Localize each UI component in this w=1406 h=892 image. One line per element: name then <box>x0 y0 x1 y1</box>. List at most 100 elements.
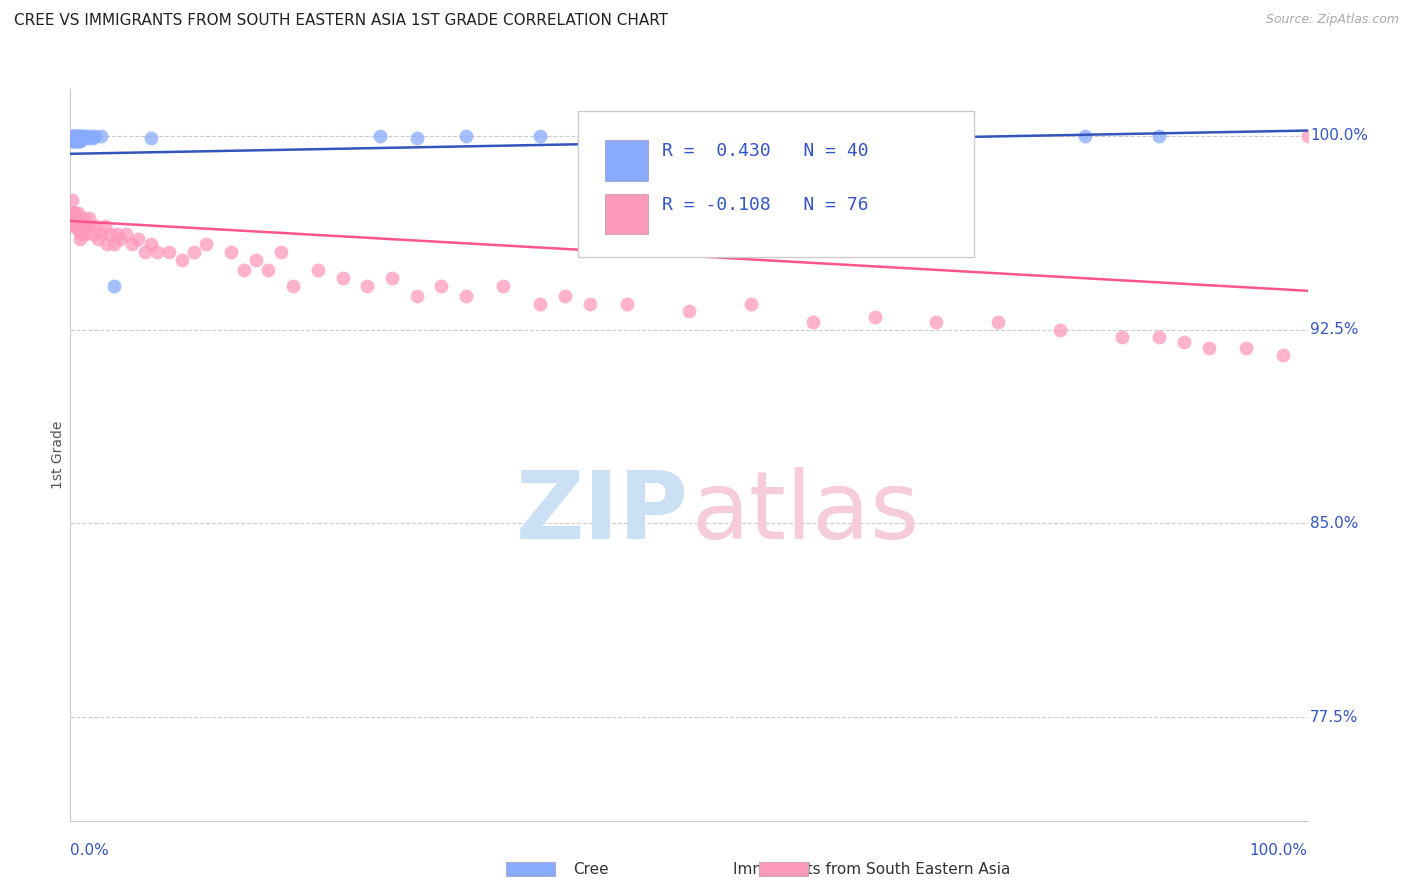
Point <box>65 211 87 226</box>
Point <box>529 296 551 310</box>
Point <box>430 278 453 293</box>
Point <box>72 131 94 145</box>
Point <box>257 263 280 277</box>
Text: R = -0.108   N = 76: R = -0.108 N = 76 <box>662 196 869 214</box>
Point <box>66 219 89 234</box>
FancyBboxPatch shape <box>605 194 648 234</box>
Point <box>529 128 551 143</box>
Point <box>245 252 267 267</box>
Point <box>82 131 104 145</box>
Text: 77.5%: 77.5% <box>1310 710 1358 725</box>
Point <box>381 271 404 285</box>
Point <box>90 227 112 241</box>
Point <box>60 194 83 208</box>
Point <box>82 227 104 241</box>
Text: CREE VS IMMIGRANTS FROM SOUTH EASTERN ASIA 1ST GRADE CORRELATION CHART: CREE VS IMMIGRANTS FROM SOUTH EASTERN AS… <box>14 13 668 29</box>
Point <box>67 224 90 238</box>
Point <box>1271 348 1294 362</box>
Point <box>75 128 97 143</box>
Point <box>62 128 84 143</box>
Text: 100.0%: 100.0% <box>1310 128 1368 144</box>
Point <box>801 128 824 143</box>
Point <box>146 245 169 260</box>
Point <box>356 278 378 293</box>
FancyBboxPatch shape <box>605 140 648 180</box>
Text: atlas: atlas <box>692 467 920 559</box>
Point <box>127 232 149 246</box>
Point <box>69 232 91 246</box>
Point <box>65 128 87 143</box>
Point <box>270 245 292 260</box>
Point <box>1234 341 1257 355</box>
Point <box>75 131 97 145</box>
Point <box>368 128 391 143</box>
Point <box>405 289 427 303</box>
Text: 85.0%: 85.0% <box>1310 516 1358 531</box>
Point <box>63 206 86 220</box>
Point <box>554 289 576 303</box>
Point <box>307 263 329 277</box>
Text: 92.5%: 92.5% <box>1310 322 1358 337</box>
Point <box>195 237 218 252</box>
Point <box>96 237 118 252</box>
Point <box>69 219 91 234</box>
Point <box>65 219 87 234</box>
FancyBboxPatch shape <box>578 112 973 258</box>
Point <box>63 134 86 148</box>
Point <box>863 128 886 143</box>
Point <box>62 206 84 220</box>
Point <box>69 128 91 143</box>
Point <box>63 211 86 226</box>
Point <box>925 315 948 329</box>
Text: ZIP: ZIP <box>516 467 689 559</box>
Point <box>219 245 242 260</box>
Point <box>60 128 83 143</box>
Point <box>801 315 824 329</box>
Point <box>60 134 83 148</box>
Point <box>139 131 162 145</box>
Point <box>66 128 89 143</box>
Point <box>84 219 107 234</box>
Point <box>65 206 87 220</box>
Point <box>62 131 84 145</box>
Point <box>1074 128 1097 143</box>
Point <box>94 219 117 234</box>
Point <box>108 232 131 246</box>
Point <box>157 245 180 260</box>
Point <box>183 245 205 260</box>
Point <box>98 227 121 241</box>
Point <box>1111 330 1133 344</box>
Point <box>170 252 193 267</box>
Point <box>90 128 112 143</box>
Text: R =  0.430   N = 40: R = 0.430 N = 40 <box>662 142 869 160</box>
Point <box>579 296 602 310</box>
Point <box>65 134 87 148</box>
Point <box>987 315 1010 329</box>
Point <box>75 227 97 241</box>
Point <box>121 237 143 252</box>
Point <box>405 131 427 145</box>
Point <box>115 227 138 241</box>
Point <box>492 278 515 293</box>
Point <box>72 211 94 226</box>
Point <box>139 237 162 252</box>
Point <box>75 219 97 234</box>
Point <box>69 134 91 148</box>
Point <box>134 245 156 260</box>
Point <box>86 232 108 246</box>
Point <box>740 296 762 310</box>
Point <box>1147 128 1170 143</box>
Y-axis label: 1st Grade: 1st Grade <box>51 421 65 489</box>
Point <box>60 206 83 220</box>
Point <box>332 271 354 285</box>
Point <box>456 128 478 143</box>
Point <box>1198 341 1220 355</box>
Point <box>67 128 90 143</box>
Point <box>66 206 89 220</box>
Point <box>456 289 478 303</box>
Point <box>1147 330 1170 344</box>
Point <box>281 278 304 293</box>
Point <box>79 128 101 143</box>
Text: 0.0%: 0.0% <box>70 843 110 857</box>
Point <box>65 131 87 145</box>
